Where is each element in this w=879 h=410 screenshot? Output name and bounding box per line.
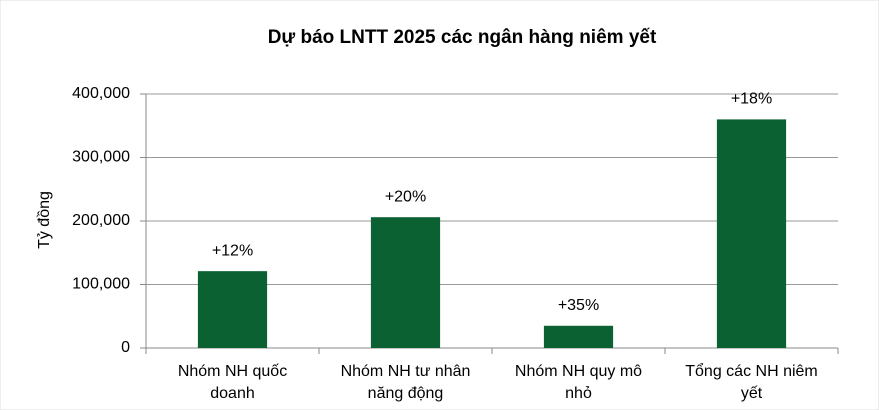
bar (543, 325, 614, 348)
bar (197, 271, 268, 348)
y-tick-label: 0 (121, 339, 130, 356)
bar-annotation: +18% (731, 91, 772, 108)
chart-title: Dự báo LNTT 2025 các ngân hàng niêm yết (268, 27, 657, 48)
bar-annotation: +20% (385, 188, 426, 205)
x-tick-label: Nhóm NH quốc doanh (178, 363, 287, 402)
x-tick-label: Nhóm NH quy mô nhỏ (515, 363, 642, 402)
bar (716, 119, 787, 349)
y-tick-label: 400,000 (72, 85, 130, 102)
bar (370, 217, 441, 348)
y-tick-label: 200,000 (72, 212, 130, 229)
bar-annotation: +35% (558, 297, 599, 314)
bar-annotation: +12% (212, 242, 253, 259)
y-tick-label: 100,000 (72, 276, 130, 293)
y-tick-label: 300,000 (72, 149, 130, 166)
x-tick-label: Tổng các NH niêm yết (685, 362, 818, 402)
y-axis-label: Tỷ đồng (36, 191, 53, 249)
x-tick-label: Nhóm NH tư nhân năng động (341, 363, 471, 402)
